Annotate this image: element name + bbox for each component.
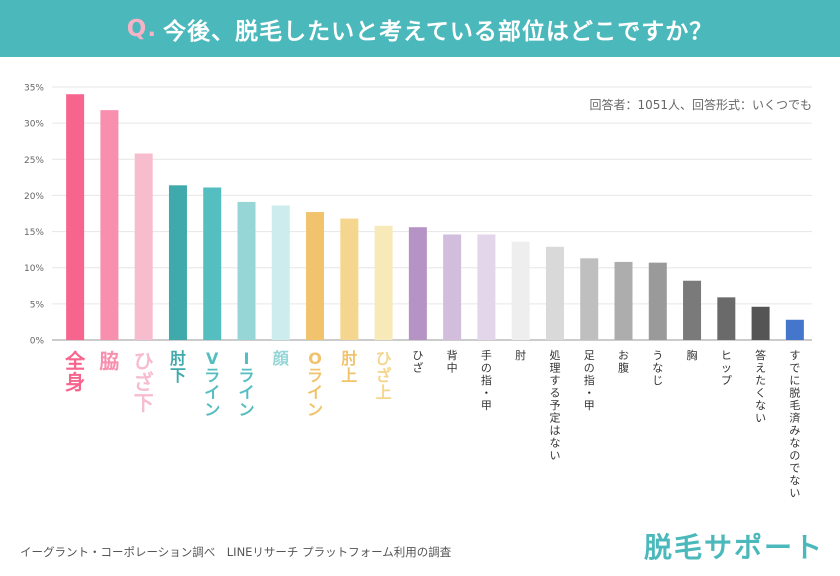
category-label: 肘上 bbox=[341, 349, 357, 385]
respondent-note: 回答者：1051人、回答形式：いくつでも bbox=[589, 98, 812, 112]
category-label: ひざ下 bbox=[134, 349, 154, 415]
category-label: ヒップ bbox=[721, 349, 732, 387]
chart-header: Q. 今後、脱毛したいと考えている部位はどこですか？ bbox=[0, 0, 840, 57]
y-tick-label: 0% bbox=[30, 337, 45, 347]
q-mark: Q. bbox=[126, 15, 158, 42]
y-tick-label: 30% bbox=[24, 120, 44, 130]
category-label: ひざ上 bbox=[376, 349, 392, 402]
chart-title: 今後、脱毛したいと考えている部位はどこですか？ bbox=[163, 18, 714, 45]
bar bbox=[408, 227, 427, 340]
category-label: 手の指・甲 bbox=[481, 348, 492, 412]
bar bbox=[477, 234, 496, 340]
category-label: I ライン bbox=[238, 349, 254, 419]
category-label: 肘 bbox=[515, 348, 526, 362]
bar bbox=[545, 246, 564, 340]
bar bbox=[168, 185, 187, 340]
category-label: 肘下 bbox=[170, 349, 186, 385]
bar bbox=[717, 297, 736, 340]
bar bbox=[271, 205, 290, 340]
y-tick-label: 20% bbox=[24, 192, 44, 202]
y-tick-label: 25% bbox=[24, 156, 44, 166]
bar bbox=[648, 262, 667, 340]
bar bbox=[134, 153, 153, 340]
bar bbox=[340, 218, 359, 340]
bar bbox=[203, 187, 222, 340]
y-tick-label: 5% bbox=[30, 300, 45, 310]
y-tick-label: 35% bbox=[24, 84, 44, 94]
bar bbox=[237, 201, 256, 340]
category-label: 胸 bbox=[687, 348, 698, 362]
source-credit: イーグラント・コーポレーション調べ LINEリサーチ プラットフォーム利用の調査 bbox=[20, 545, 452, 559]
category-label: 処理する予定はない bbox=[549, 349, 560, 462]
category-label: すでに脱毛済みなのでない bbox=[789, 349, 800, 500]
category-label: 脇 bbox=[99, 349, 119, 373]
category-label: お腹 bbox=[618, 349, 629, 375]
category-label: 背中 bbox=[447, 348, 458, 375]
y-tick-label: 15% bbox=[24, 228, 44, 238]
bar bbox=[614, 261, 633, 340]
bar bbox=[580, 258, 599, 340]
bar bbox=[751, 306, 770, 340]
category-label: ひざ bbox=[412, 349, 423, 375]
category-label: 顔 bbox=[272, 349, 290, 368]
category-label: 足の指・甲 bbox=[584, 349, 595, 412]
category-label: V ライン bbox=[204, 349, 220, 419]
bar bbox=[511, 241, 530, 340]
bar bbox=[785, 319, 804, 340]
category-label: O ライン bbox=[307, 349, 323, 419]
y-tick-label: 10% bbox=[24, 264, 44, 274]
category-label: 全身 bbox=[64, 349, 86, 394]
category-label: 答えたくない bbox=[755, 348, 766, 425]
bar bbox=[683, 280, 702, 340]
bar bbox=[443, 234, 462, 340]
category-label: うなじ bbox=[652, 349, 663, 387]
bar bbox=[374, 225, 393, 340]
brand-logo: 脱毛サポート bbox=[643, 531, 824, 564]
bar bbox=[306, 212, 325, 340]
bar bbox=[100, 110, 119, 340]
bar bbox=[66, 94, 85, 340]
